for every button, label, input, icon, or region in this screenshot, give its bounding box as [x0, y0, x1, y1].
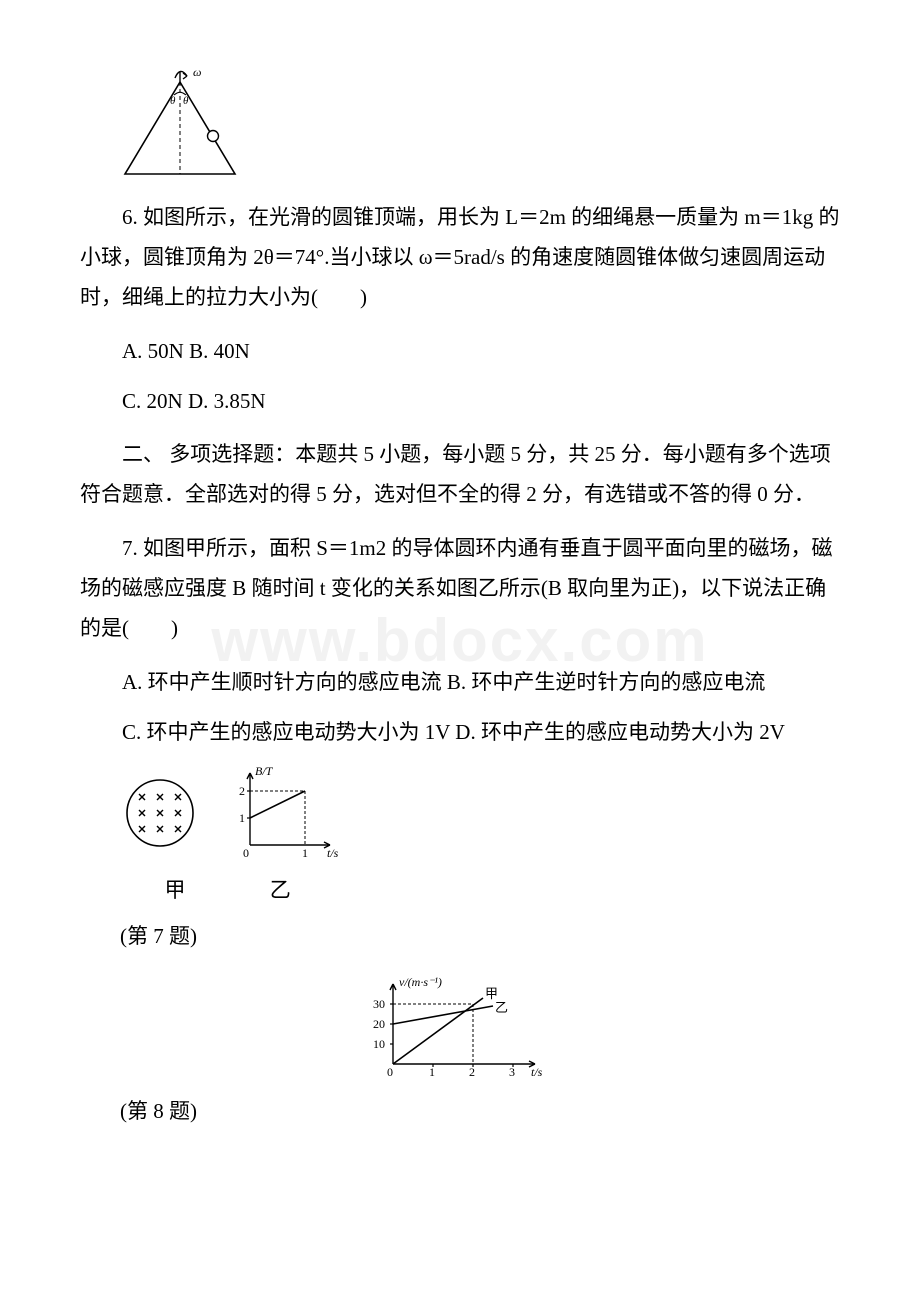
q7-sublabels: 甲 乙: [140, 871, 840, 911]
q8-y10: 10: [373, 1037, 385, 1051]
q6-stem: 6. 如图所示，在光滑的圆锥顶端，用长为 L＝2m 的细绳悬一质量为 m＝1kg…: [80, 198, 840, 318]
section2-heading: 二、 多项选择题：本题共 5 小题，每小题 5 分，共 25 分．每小题有多个选…: [80, 435, 840, 515]
q7-optD: D. 环中产生的感应电动势大小为 2V: [455, 720, 785, 744]
q7-label-left: 甲: [140, 871, 210, 911]
q8-xaxis-label: t/s: [531, 1065, 543, 1079]
q6-optC: C. 20N: [122, 389, 183, 413]
cone-svg: ω θ θ: [120, 68, 250, 184]
q8-line2-label: 乙: [495, 1000, 508, 1015]
q7-caption: (第 7 题): [120, 917, 840, 957]
q7-ytick-2: 2: [239, 784, 245, 798]
q6-options-row2: C. 20N D. 3.85N: [80, 382, 840, 422]
q8-x2: 2: [469, 1065, 475, 1079]
q6-options-row1: A. 50N B. 40N: [80, 332, 840, 372]
q8-y30: 30: [373, 997, 385, 1011]
q6-optA: A. 50N: [122, 339, 184, 363]
q7-stem: 7. 如图甲所示，面积 S＝1m2 的导体圆环内通有垂直于圆平面向里的磁场，磁场…: [80, 529, 840, 649]
svg-text:0: 0: [387, 1065, 393, 1079]
q7-svg: B/T t/s 1 2 0 1: [120, 763, 340, 863]
q7-ytick-1: 1: [239, 811, 245, 825]
q8-figure: v/(m·s⁻¹) t/s 10 20 30 0 1 2 3 甲 乙: [80, 972, 840, 1082]
q7-options-row1: A. 环中产生顺时针方向的感应电流 B. 环中产生逆时针方向的感应电流: [80, 663, 840, 703]
omega-label: ω: [193, 68, 201, 79]
q6-optB: B. 40N: [189, 339, 250, 363]
q8-caption: (第 8 题): [120, 1092, 840, 1132]
q8-y20: 20: [373, 1017, 385, 1031]
svg-text:0: 0: [243, 846, 249, 860]
q8-line1-label: 甲: [485, 986, 498, 1001]
q8-yaxis-label: v/(m·s⁻¹): [399, 975, 442, 989]
q8-svg: v/(m·s⁻¹) t/s 10 20 30 0 1 2 3 甲 乙: [365, 972, 555, 1082]
q7-figure: B/T t/s 1 2 0 1: [120, 763, 840, 863]
q7-yaxis-label: B/T: [255, 764, 274, 778]
q7-label-right: 乙: [215, 871, 345, 911]
q7-xaxis-label: t/s: [327, 846, 339, 860]
q6-optD: D. 3.85N: [188, 389, 266, 413]
q7-options-row2: C. 环中产生的感应电动势大小为 1V D. 环中产生的感应电动势大小为 2V: [80, 713, 840, 753]
q8-x3: 3: [509, 1065, 515, 1079]
q8-x1: 1: [429, 1065, 435, 1079]
q7-optA: A. 环中产生顺时针方向的感应电流: [122, 670, 442, 694]
theta-label-l: θ: [170, 95, 176, 107]
q6-figure: ω θ θ: [120, 68, 840, 184]
q7-xtick-1: 1: [302, 846, 308, 860]
q7-optB: B. 环中产生逆时针方向的感应电流: [447, 670, 766, 694]
q7-optC: C. 环中产生的感应电动势大小为 1V: [122, 720, 450, 744]
theta-label-r: θ: [183, 95, 189, 107]
